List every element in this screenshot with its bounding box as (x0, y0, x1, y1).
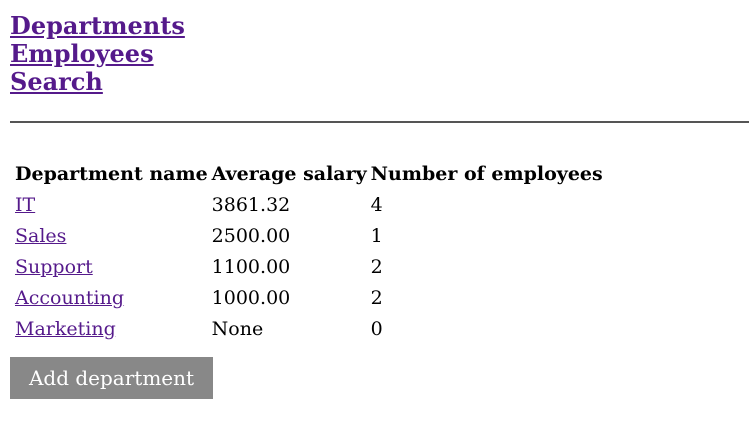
table-header-row: Department name Average salary Number of… (14, 159, 604, 188)
employee-count-cell: 2 (370, 286, 383, 309)
employee-count-cell: 4 (370, 193, 383, 216)
departments-table: Department name Average salary Number of… (12, 157, 606, 345)
department-link[interactable]: IT (15, 193, 36, 216)
average-salary-cell: 1000.00 (211, 286, 291, 309)
average-salary-cell: None (211, 317, 264, 340)
nav-link-search[interactable]: Search (10, 67, 103, 96)
employee-count-cell: 1 (370, 224, 383, 247)
department-link[interactable]: Accounting (15, 286, 125, 309)
department-name-cell: Sales (14, 221, 209, 250)
department-name-cell: Accounting (14, 283, 209, 312)
employee-count-cell: 2 (370, 255, 383, 278)
column-header-average-salary: Average salary (211, 162, 367, 185)
department-link[interactable]: Support (15, 255, 93, 278)
department-link[interactable]: Marketing (15, 317, 116, 340)
department-link[interactable]: Sales (15, 224, 67, 247)
table-row: IT 3861.32 4 (14, 190, 604, 219)
average-salary-cell: 1100.00 (211, 255, 291, 278)
add-department-button[interactable]: Add department (10, 357, 213, 399)
nav-link-departments[interactable]: Departments (10, 11, 185, 40)
table-row: Sales 2500.00 1 (14, 221, 604, 250)
nav-link-employees[interactable]: Employees (10, 39, 154, 68)
table-row: Support 1100.00 2 (14, 252, 604, 281)
average-salary-cell: 2500.00 (211, 224, 291, 247)
main-nav: Departments Employees Search (10, 12, 185, 96)
employee-count-cell: 0 (370, 317, 383, 340)
column-header-number-of-employees: Number of employees (370, 162, 603, 185)
table-row: Marketing None 0 (14, 314, 604, 343)
department-name-cell: Marketing (14, 314, 209, 343)
department-name-cell: IT (14, 190, 209, 219)
average-salary-cell: 3861.32 (211, 193, 291, 216)
column-header-department-name: Department name (15, 162, 208, 185)
department-name-cell: Support (14, 252, 209, 281)
nav-divider (10, 121, 749, 123)
table-row: Accounting 1000.00 2 (14, 283, 604, 312)
